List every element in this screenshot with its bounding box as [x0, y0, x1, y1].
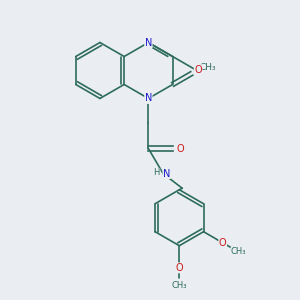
Text: N: N	[145, 38, 152, 47]
Text: CH₃: CH₃	[172, 281, 187, 290]
Text: CH₃: CH₃	[231, 247, 247, 256]
Text: O: O	[176, 263, 183, 273]
Text: N: N	[163, 169, 170, 178]
Text: O: O	[176, 143, 184, 154]
Text: CH₃: CH₃	[200, 63, 216, 72]
Text: N: N	[145, 94, 152, 103]
Text: H: H	[154, 169, 160, 178]
Text: O: O	[219, 238, 226, 248]
Text: O: O	[194, 65, 202, 75]
